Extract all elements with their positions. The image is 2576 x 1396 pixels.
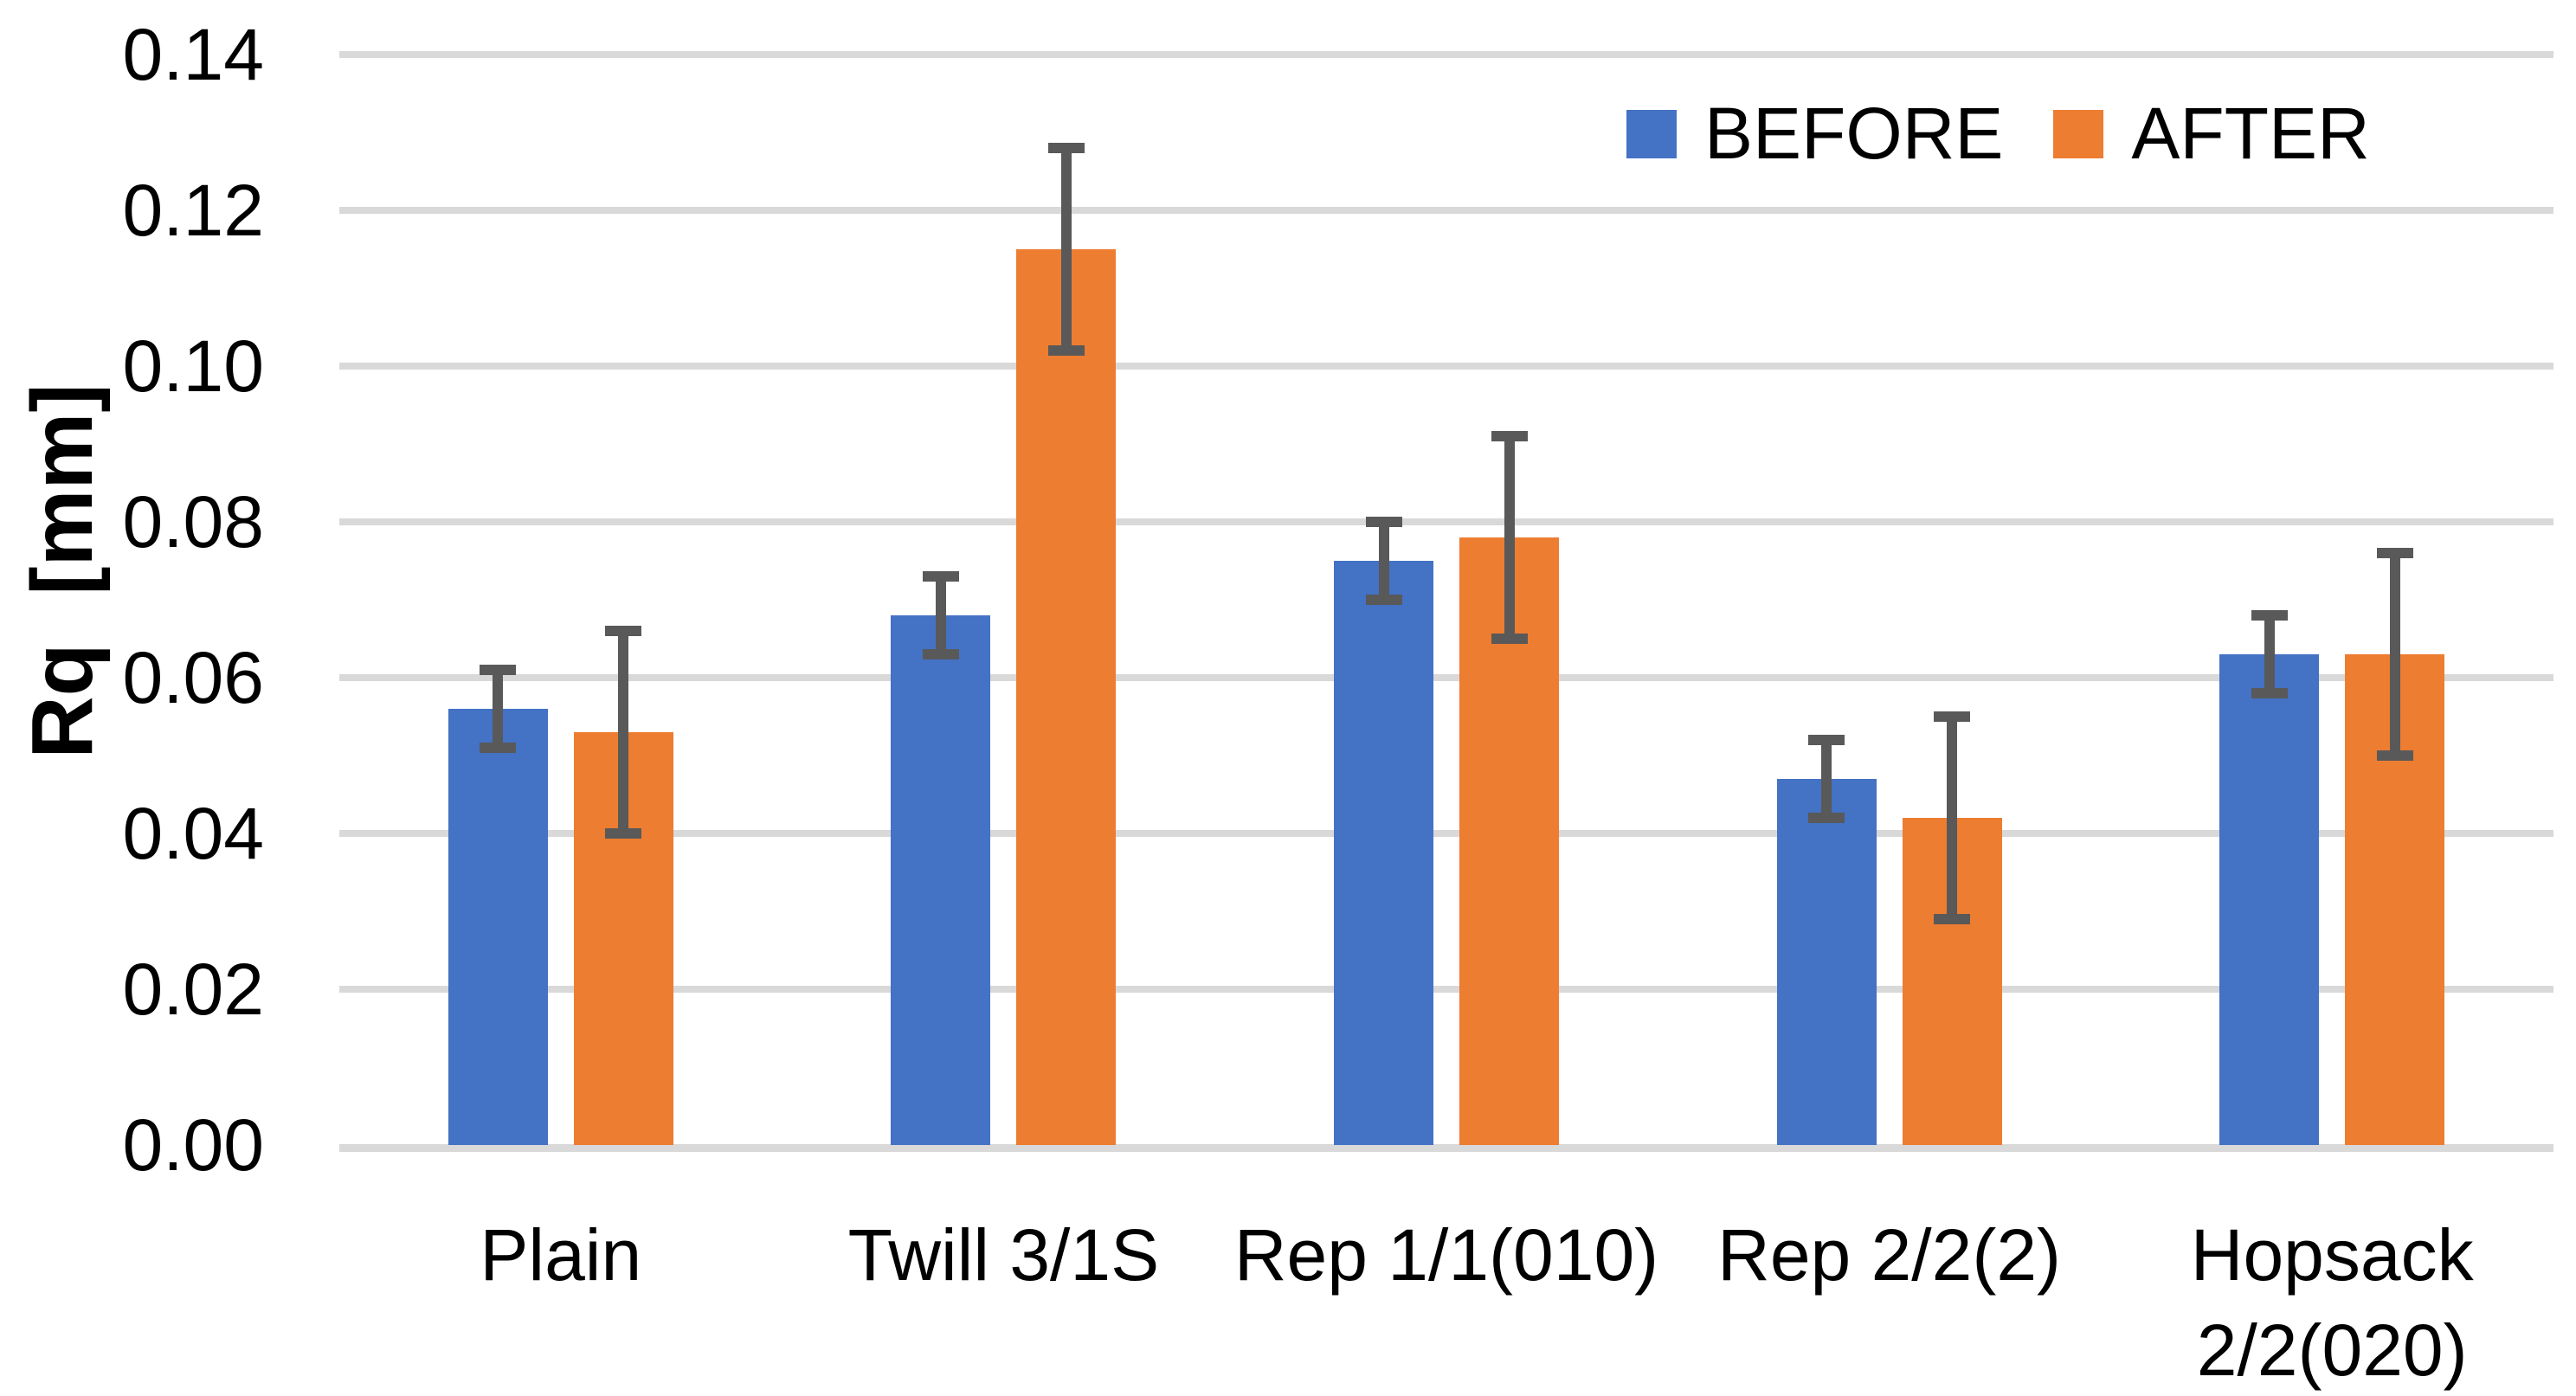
error-bar-line bbox=[2264, 615, 2275, 693]
error-bar-cap-top bbox=[605, 626, 642, 636]
error-bar-cap-bottom bbox=[1047, 345, 1085, 356]
legend-item-after: AFTER bbox=[2053, 93, 2370, 174]
error-bar-line bbox=[493, 670, 504, 748]
y-tick-label: 0.10 bbox=[122, 325, 265, 407]
x-category-label: Rep 2/2(2) bbox=[1717, 1214, 2062, 1296]
legend-item-before: BEFORE bbox=[1626, 93, 2004, 174]
x-category-label: 2/2(020) bbox=[2196, 1309, 2468, 1391]
gridline bbox=[339, 986, 2553, 993]
y-tick-label: 0.04 bbox=[122, 793, 265, 874]
x-category-label: Rep 1/1(010) bbox=[1233, 1214, 1659, 1296]
error-bar-cap-bottom bbox=[2251, 688, 2288, 698]
error-bar-cap-top bbox=[922, 571, 959, 582]
error-bar-cap-top bbox=[1491, 431, 1528, 441]
x-category-label: Plain bbox=[480, 1214, 642, 1296]
gridline bbox=[339, 518, 2553, 525]
error-bar-cap-bottom bbox=[1491, 634, 1528, 644]
error-bar-cap-bottom bbox=[480, 743, 517, 753]
legend-swatch-before-icon bbox=[1626, 109, 1677, 158]
gridline bbox=[339, 830, 2553, 837]
error-bar-line bbox=[1504, 436, 1515, 639]
error-bar-cap-top bbox=[2251, 610, 2288, 621]
error-bar-cap-bottom bbox=[1808, 813, 1845, 823]
gridline bbox=[339, 51, 2553, 58]
error-bar-cap-bottom bbox=[605, 828, 642, 839]
legend-label-before: BEFORE bbox=[1704, 93, 2004, 174]
bar-after-2 bbox=[1016, 249, 1117, 1145]
error-bar-line bbox=[2389, 553, 2400, 756]
bar-before-2 bbox=[891, 615, 991, 1145]
gridline bbox=[339, 207, 2553, 214]
error-bar-cap-bottom bbox=[1934, 914, 1971, 924]
y-tick-label: 0.08 bbox=[122, 481, 265, 563]
error-bar-cap-top bbox=[1365, 517, 1402, 527]
y-tick-label: 0.06 bbox=[122, 637, 265, 718]
x-category-label: Hopsack bbox=[2190, 1214, 2474, 1296]
bar-before-5 bbox=[2219, 654, 2320, 1145]
gridline bbox=[339, 674, 2553, 681]
error-bar-cap-top bbox=[1047, 143, 1085, 153]
error-bar-cap-top bbox=[1808, 735, 1845, 745]
error-bar-line bbox=[1378, 522, 1389, 600]
y-tick-label: 0.02 bbox=[122, 949, 265, 1030]
legend-label-after: AFTER bbox=[2131, 93, 2370, 174]
bar-before-4 bbox=[1776, 779, 1877, 1145]
error-bar-cap-top bbox=[480, 665, 517, 675]
error-bar-line bbox=[935, 576, 946, 654]
bar-before-3 bbox=[1334, 561, 1433, 1145]
error-bar-line bbox=[1060, 148, 1072, 351]
y-tick-label: 0.12 bbox=[122, 170, 265, 251]
legend-swatch-after-icon bbox=[2053, 109, 2104, 158]
error-bar-line bbox=[1821, 740, 1832, 818]
gridline bbox=[339, 363, 2553, 370]
y-tick-label: 0.00 bbox=[122, 1104, 265, 1186]
error-bar-cap-bottom bbox=[2376, 750, 2413, 761]
error-bar-line bbox=[618, 631, 629, 833]
error-bar-line bbox=[1947, 717, 1958, 919]
gridline bbox=[339, 1144, 2553, 1152]
error-bar-cap-bottom bbox=[922, 649, 959, 659]
error-bar-cap-bottom bbox=[1365, 595, 1402, 605]
legend: BEFORE AFTER bbox=[1626, 93, 2370, 174]
error-bar-cap-top bbox=[2376, 548, 2413, 558]
x-category-label: Twill 3/1S bbox=[847, 1214, 1160, 1296]
error-bar-cap-top bbox=[1934, 711, 1971, 722]
bar-before-1 bbox=[448, 709, 548, 1145]
y-tick-label: 0.14 bbox=[122, 14, 265, 95]
